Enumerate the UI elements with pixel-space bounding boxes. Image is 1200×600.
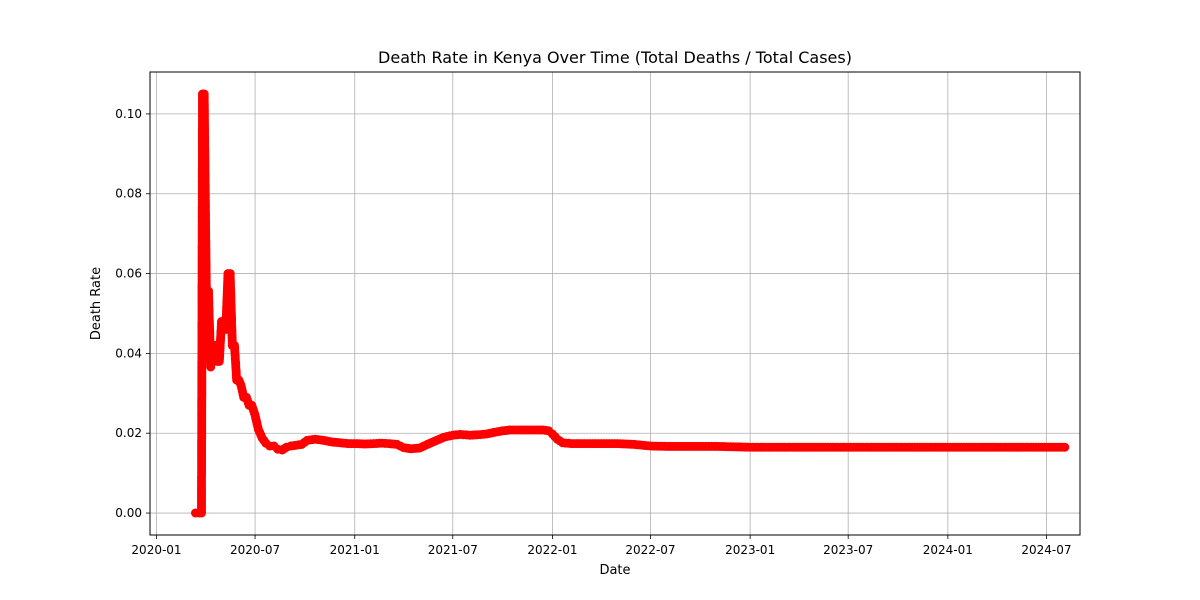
x-tick-label: 2023-07	[823, 543, 873, 557]
plot-frame	[149, 71, 1081, 536]
grid	[150, 72, 1080, 535]
x-tick-label: 2023-01	[725, 543, 775, 557]
y-tick-label: 0.00	[115, 506, 142, 520]
data-point	[1060, 442, 1070, 452]
x-tick-label: 2022-07	[625, 543, 675, 557]
x-axis: 2020-01 2020-07 2021-01 2021-07 2022-01 2022-…	[131, 535, 1071, 557]
x-tick-label: 2024-01	[923, 543, 973, 557]
x-tick-label: 2020-07	[230, 543, 280, 557]
y-tick-label: 0.02	[115, 426, 142, 440]
series-markers	[191, 89, 1070, 518]
y-tick-label: 0.08	[115, 187, 142, 201]
y-tick-label: 0.04	[115, 346, 142, 360]
y-tick-label: 0.10	[115, 107, 142, 121]
x-axis-label: Date	[599, 563, 630, 578]
x-tick-label: 2022-01	[527, 543, 577, 557]
x-tick-label: 2020-01	[131, 543, 181, 557]
x-tick-label: 2021-07	[428, 543, 478, 557]
x-tick-label: 2021-01	[330, 543, 380, 557]
y-axis: 0.00 0.02 0.04 0.06 0.08 0.10	[115, 107, 150, 520]
series-layer	[191, 89, 1070, 518]
chart-title: Death Rate in Kenya Over Time (Total Dea…	[378, 48, 852, 67]
x-tick-label: 2024-07	[1021, 543, 1071, 557]
y-tick-label: 0.06	[115, 267, 142, 281]
y-axis-label: Death Rate	[89, 267, 104, 340]
